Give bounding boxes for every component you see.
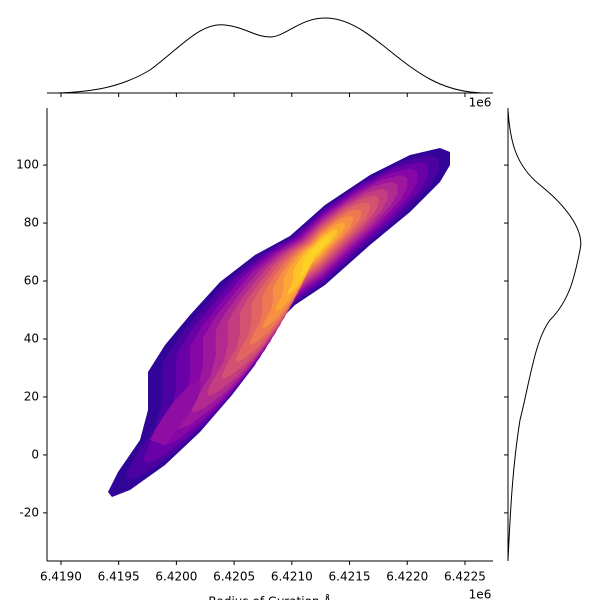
density-contour: [287, 229, 338, 295]
x-tick-label: 6.4200: [155, 570, 197, 584]
x-offset-top: 1e6: [469, 96, 492, 110]
y-tick-label: 20: [24, 389, 39, 403]
x-tick-label: 6.4205: [213, 570, 255, 584]
y-tick-label: 100: [16, 158, 39, 172]
x-tick-label: 6.4210: [271, 570, 313, 584]
x-tick-label: 6.4195: [98, 570, 140, 584]
y-tick-label: 60: [24, 274, 39, 288]
density-contour: [298, 236, 330, 278]
y-tick-label: 40: [24, 331, 39, 345]
top-marginal-curve: [56, 17, 483, 94]
y-tick-label: -20: [19, 505, 39, 519]
x-tick-label: 6.4190: [40, 570, 82, 584]
x-axis-label: Radius of Gyration Å: [208, 594, 332, 600]
y-tick-label: 80: [24, 216, 39, 230]
right-marginal-curve: [507, 109, 582, 561]
x-offset: 1e6: [469, 588, 492, 600]
x-tick-label: 6.4225: [444, 570, 486, 584]
kde-contours: [108, 148, 450, 497]
y-tick-label: 0: [31, 447, 39, 461]
density-lobe: [150, 380, 201, 445]
x-tick-label: 6.4215: [329, 570, 371, 584]
x-tick-label: 6.4220: [386, 570, 428, 584]
